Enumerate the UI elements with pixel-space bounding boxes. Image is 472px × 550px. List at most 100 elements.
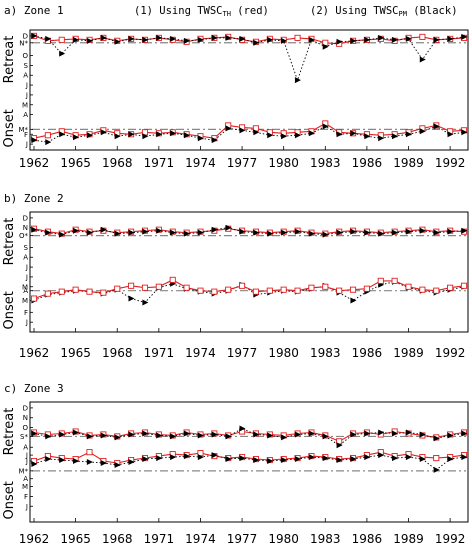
marker-pm-retreat <box>183 37 190 44</box>
x-tick-label: 1971 <box>144 156 175 170</box>
x-tick-label: 1977 <box>227 156 258 170</box>
marker-pm-onset <box>447 456 454 463</box>
marker-th-onset <box>349 286 357 293</box>
panel-title: c) Zone 3 <box>4 382 64 395</box>
marker-pm-onset <box>461 129 468 136</box>
y-tick-label: J <box>25 458 28 466</box>
marker-pm-retreat <box>294 431 301 438</box>
marker-pm-retreat <box>392 36 399 43</box>
marker-pm-onset <box>405 454 412 461</box>
y-tick-label: A <box>23 254 28 262</box>
marker-pm-onset <box>73 458 80 465</box>
marker-pm-onset <box>225 456 232 463</box>
marker-pm-retreat <box>128 431 135 438</box>
x-tick-label: 1992 <box>435 532 466 546</box>
marker-th-onset <box>377 277 384 284</box>
marker-pm-retreat <box>170 433 177 440</box>
y-tick-label: M <box>22 297 28 305</box>
marker-th-onset <box>128 282 135 289</box>
marker-pm-onset <box>392 133 399 140</box>
y-tick-label: F <box>24 493 28 501</box>
y-tick-label: N <box>23 224 28 232</box>
y-tick-label: N <box>23 414 28 422</box>
marker-pm-retreat <box>59 431 66 438</box>
marker-pm-retreat <box>253 431 260 438</box>
marker-pm-onset <box>128 459 135 465</box>
y-tick-label: J <box>25 319 28 327</box>
y-tick-label: M <box>22 101 28 109</box>
marker-pm-retreat <box>405 228 412 235</box>
y-tick-label: A <box>23 444 28 452</box>
marker-th-onset <box>433 287 440 294</box>
marker-pm-onset <box>350 456 357 463</box>
marker-pm-retreat <box>419 431 426 438</box>
marker-pm-retreat <box>73 429 80 436</box>
marker-pm-onset <box>322 455 329 462</box>
panel-title: b) Zone 2 <box>4 192 64 205</box>
marker-pm-retreat <box>142 430 149 437</box>
marker-pm-onset <box>114 133 121 140</box>
x-tick-label: 1989 <box>393 346 424 360</box>
marker-pm-retreat <box>114 38 121 45</box>
marker-pm-retreat <box>322 43 329 50</box>
marker-th-onset <box>447 284 454 291</box>
marker-th-onset <box>44 132 51 139</box>
marker-pm-retreat <box>31 226 38 233</box>
marker-th-onset <box>363 285 370 292</box>
x-tick-label: 1971 <box>144 346 175 360</box>
marker-th-onset <box>58 288 65 295</box>
marker-pm-retreat <box>322 433 329 440</box>
y-tick-label: M* <box>18 467 28 475</box>
series-pm-retreat-line <box>33 227 465 236</box>
marker-pm-retreat <box>31 430 38 437</box>
marker-th-onset <box>225 286 232 293</box>
y-tick-label: J <box>25 503 28 511</box>
y-tick-label: D <box>23 214 28 222</box>
marker-pm-retreat <box>294 228 301 235</box>
ylabel-retreat: Retreat <box>2 408 17 456</box>
marker-pm-onset <box>447 131 454 138</box>
series-pm-onset-line <box>33 454 465 471</box>
marker-pm-retreat <box>364 36 371 43</box>
y-tick-label: J <box>25 91 28 99</box>
marker-th-onset <box>114 285 121 292</box>
marker-pm-retreat <box>183 430 190 437</box>
marker-pm-retreat <box>419 227 426 234</box>
marker-pm-retreat <box>170 35 177 42</box>
plot-frame <box>29 211 469 333</box>
marker-th-onset <box>336 287 343 294</box>
marker-th-onset <box>155 283 162 290</box>
x-tick-label: 1980 <box>268 532 299 546</box>
x-tick-label: 1980 <box>268 346 299 360</box>
marker-pm-retreat <box>378 230 385 237</box>
marker-pm-onset <box>419 456 426 463</box>
marker-pm-onset <box>294 456 301 463</box>
marker-pm-onset <box>59 457 66 464</box>
marker-pm-retreat <box>156 34 163 41</box>
marker-pm-retreat <box>45 433 52 440</box>
y-tick-label: S <box>24 62 29 70</box>
x-tick-label: 1983 <box>310 156 341 170</box>
marker-pm-onset <box>156 455 163 462</box>
marker-pm-onset <box>253 129 260 136</box>
marker-pm-retreat <box>142 228 149 235</box>
marker-pm-retreat <box>350 37 357 44</box>
marker-pm-retreat <box>308 230 315 237</box>
x-tick-label: 1968 <box>102 532 133 546</box>
x-tick-label: 1989 <box>393 532 424 546</box>
marker-pm-retreat <box>336 442 343 449</box>
marker-pm-onset <box>350 130 357 137</box>
marker-pm-onset <box>433 123 440 130</box>
marker-pm-retreat <box>433 229 440 236</box>
marker-pm-onset <box>211 137 218 144</box>
marker-pm-retreat <box>31 32 38 39</box>
marker-pm-retreat <box>336 229 343 236</box>
marker-pm-onset <box>197 135 204 142</box>
marker-pm-onset <box>86 132 93 139</box>
marker-pm-retreat <box>239 228 246 235</box>
marker-th-onset <box>183 284 190 291</box>
x-tick-label: 1974 <box>185 346 216 360</box>
x-tick-label: 1977 <box>227 532 258 546</box>
